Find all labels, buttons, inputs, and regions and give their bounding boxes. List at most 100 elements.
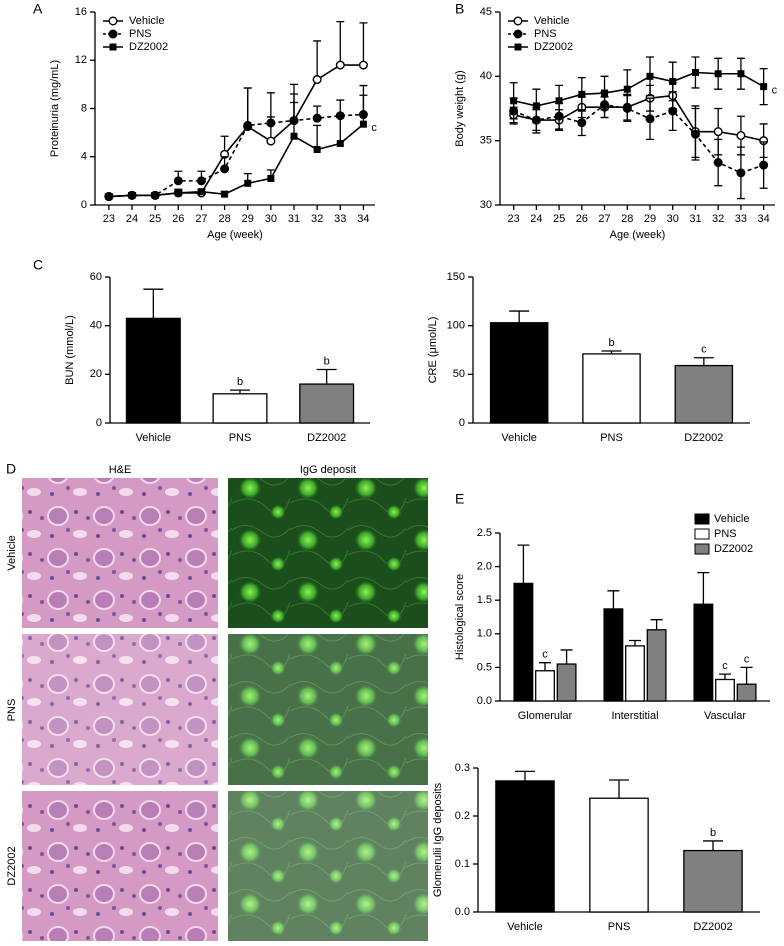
legend-label: DZ2002 (129, 41, 168, 53)
x-tick-label: PNS (608, 921, 631, 933)
marker (736, 131, 746, 141)
y-tick-label: 16 (75, 6, 87, 18)
marker (173, 176, 183, 186)
series-line (108, 64, 364, 198)
error-bar (313, 124, 322, 150)
marker (266, 118, 276, 128)
error-bar (143, 288, 164, 319)
marker (358, 60, 368, 70)
y-axis-label: Histological score (454, 574, 466, 660)
annotation: c (722, 660, 728, 672)
y-tick-label: 0.2 (455, 810, 470, 822)
error-bar (601, 350, 622, 354)
bar (299, 383, 355, 424)
error-bar (697, 571, 710, 605)
x-tick-label: 33 (334, 213, 346, 225)
y-tick-label: 30 (480, 199, 492, 211)
x-tick-label: 29 (242, 213, 254, 225)
y-tick-label: 1.5 (477, 594, 492, 606)
y-tick-label: 0 (81, 199, 87, 211)
y-tick-label: 150 (447, 271, 465, 283)
y-tick-label: 0 (96, 417, 102, 429)
x-tick-label: 33 (735, 213, 747, 225)
row-label: DZ2002 (6, 846, 18, 885)
marker (221, 190, 229, 198)
marker (312, 75, 322, 85)
x-tick-label: 30 (265, 213, 277, 225)
y-tick-label: 20 (90, 368, 102, 380)
micrograph (228, 478, 428, 628)
error-bar (650, 619, 663, 630)
error-bar (316, 368, 337, 385)
y-tick-label: 40 (480, 70, 492, 82)
error-bar (607, 590, 620, 609)
x-tick-label: 32 (311, 213, 323, 225)
x-tick-label: PNS (229, 432, 252, 444)
x-tick-label: 23 (508, 213, 520, 225)
x-tick-label: 27 (195, 213, 207, 225)
series-line (513, 71, 765, 107)
row-label: PNS (6, 699, 18, 722)
x-tick-label: 32 (712, 213, 724, 225)
error-bar (359, 94, 368, 125)
bar (582, 353, 641, 424)
panel-label: E (455, 491, 464, 507)
marker (312, 113, 322, 123)
micrograph (22, 478, 218, 628)
bar (535, 670, 555, 702)
error-bar (609, 779, 629, 799)
y-axis-label: BUN (mmol/L) (64, 315, 76, 385)
x-tick-label: 25 (149, 213, 161, 225)
marker (336, 139, 344, 147)
bar (212, 393, 268, 424)
error-bar (290, 93, 299, 137)
micrograph (22, 634, 218, 785)
bar (495, 780, 555, 913)
x-tick-label: 31 (288, 213, 300, 225)
bar (674, 364, 734, 424)
bar (625, 645, 645, 702)
marker (760, 83, 768, 91)
y-tick-label: 0 (459, 417, 465, 429)
x-tick-label: 28 (218, 213, 230, 225)
y-tick-label: 0.0 (455, 906, 470, 918)
marker (243, 120, 253, 130)
series-line (108, 123, 364, 198)
marker (601, 89, 609, 97)
marker (266, 136, 276, 146)
legend-swatch (694, 528, 710, 540)
x-tick-label: 24 (530, 213, 542, 225)
error-bar (359, 22, 368, 66)
marker (196, 176, 206, 186)
annotation: b (237, 376, 243, 388)
x-tick-label: Interstitial (611, 710, 658, 722)
marker (577, 118, 587, 128)
x-tick-label: Vascular (704, 710, 746, 722)
x-tick-label: 28 (621, 213, 633, 225)
marker (669, 77, 677, 85)
x-axis-label: Age (week) (610, 229, 666, 241)
error-bar (719, 673, 731, 680)
bar (489, 322, 549, 424)
marker (313, 146, 321, 154)
x-tick-label: Glomerular (518, 710, 573, 722)
y-tick-label: 40 (90, 320, 102, 332)
legend-marker (513, 29, 523, 39)
marker (510, 97, 518, 105)
y-tick-label: 0.5 (477, 661, 492, 673)
error-bar (336, 116, 345, 144)
annotation: b (710, 827, 716, 839)
error-bar (313, 40, 322, 80)
marker (623, 85, 631, 93)
x-tick-label: 24 (126, 213, 138, 225)
panel-label: D (6, 461, 16, 477)
y-axis-label: Glomerulii IgG deposits (432, 782, 444, 897)
legend-label: DZ2002 (714, 543, 753, 555)
annotation: b (324, 355, 330, 367)
bar (513, 582, 534, 702)
y-tick-label: 45 (480, 6, 492, 18)
y-tick-label: 50 (453, 368, 465, 380)
row-label: Vehicle (6, 535, 18, 570)
error-bar (740, 666, 753, 685)
x-axis-label: Age (week) (207, 229, 263, 241)
